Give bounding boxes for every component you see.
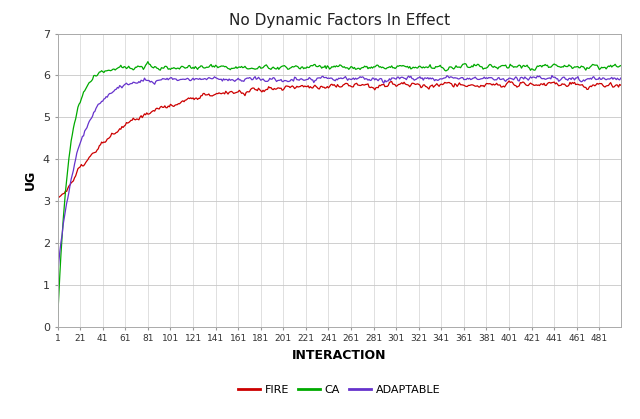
FIRE [358, 82, 366, 87]
ADAPTABLE [605, 76, 612, 81]
FIRE [321, 86, 329, 91]
CA [617, 63, 625, 68]
CA [360, 65, 367, 70]
Line: CA: CA [58, 62, 621, 319]
CA [390, 65, 398, 70]
CA [54, 317, 61, 322]
ADAPTABLE [358, 74, 366, 79]
CA [144, 59, 152, 64]
FIRE [324, 85, 332, 91]
FIRE [505, 78, 513, 83]
Legend: FIRE, CA, ADAPTABLE: FIRE, CA, ADAPTABLE [234, 381, 445, 400]
ADAPTABLE [321, 75, 329, 80]
CA [323, 66, 330, 71]
Title: No Dynamic Factors In Effect: No Dynamic Factors In Effect [228, 13, 450, 28]
FIRE [516, 80, 524, 85]
ADAPTABLE [54, 272, 61, 277]
FIRE [617, 83, 625, 88]
ADAPTABLE [515, 78, 523, 83]
CA [516, 63, 524, 68]
ADAPTABLE [617, 75, 625, 80]
ADAPTABLE [548, 73, 556, 78]
FIRE [605, 83, 612, 88]
CA [326, 67, 333, 72]
CA [605, 64, 612, 69]
FIRE [389, 82, 397, 87]
Line: FIRE: FIRE [58, 81, 621, 197]
X-axis label: INTERACTION: INTERACTION [292, 349, 387, 362]
Y-axis label: UG: UG [24, 170, 37, 190]
ADAPTABLE [324, 75, 332, 80]
Line: ADAPTABLE: ADAPTABLE [58, 75, 621, 275]
ADAPTABLE [389, 75, 397, 80]
FIRE [54, 195, 61, 200]
